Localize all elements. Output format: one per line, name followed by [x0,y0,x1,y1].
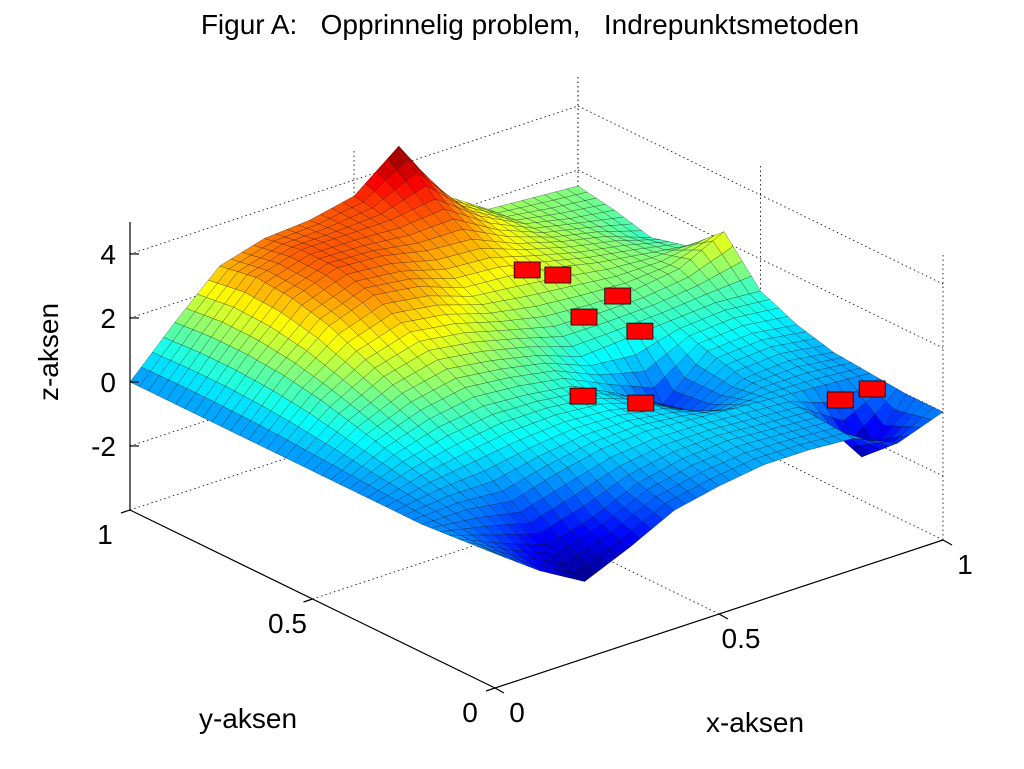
marker [626,322,654,340]
x-tick [494,687,505,694]
y-tick [485,687,496,692]
marker [604,287,632,305]
marker [826,391,854,409]
y-tick-label: 0.5 [268,608,307,639]
wall-grid-z [577,169,944,349]
x-tick-label: 0 [509,697,525,728]
x-tick [718,613,729,620]
y-tick [303,598,313,603]
marker [627,394,655,412]
z-tick-label: -2 [91,431,116,462]
marker [570,308,598,326]
marker [858,380,886,398]
chart-title: Figur A: Opprinnelig problem, Indrepunkt… [201,9,859,40]
z-tick-label: 2 [100,303,116,334]
x-tick-label: 1 [957,549,973,580]
axes-layer: 0 0.5 1 0 0.5 1 -2 0 2 4 [91,222,973,728]
y-tick-label: 0 [462,697,478,728]
marker [513,261,541,279]
x-tick [942,539,953,546]
marker-layer [513,261,886,412]
marker [569,387,597,405]
surface-layer [129,145,944,583]
y-tick-label: 1 [97,519,113,550]
z-tick-label: 0 [100,367,116,398]
y-axis-label: y-aksen [199,703,297,734]
z-tick-label: 4 [100,239,116,270]
z-axis-label: z-aksen [33,303,64,401]
y-tick [120,509,131,514]
x-tick-label: 0.5 [722,623,761,654]
marker [544,266,572,284]
surface-patch [485,549,507,559]
x-axis-label: x-aksen [706,707,804,738]
wall-grid-z [577,105,944,285]
